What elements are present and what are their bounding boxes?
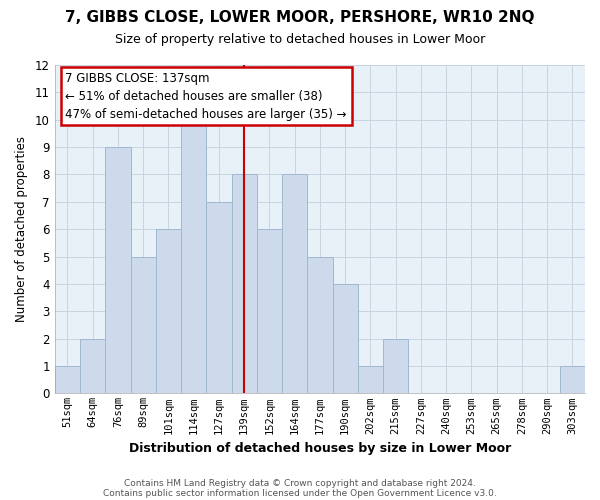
Bar (206, 202, 232, 394)
Bar (307, 256, 332, 394)
Text: Contains public sector information licensed under the Open Government Licence v3: Contains public sector information licen… (103, 488, 497, 498)
Bar (80, 338, 106, 394)
Text: 7, GIBBS CLOSE, LOWER MOOR, PERSHORE, WR10 2NQ: 7, GIBBS CLOSE, LOWER MOOR, PERSHORE, WR… (65, 10, 535, 25)
Bar (358, 366, 383, 394)
Bar (106, 147, 131, 394)
Text: Contains HM Land Registry data © Crown copyright and database right 2024.: Contains HM Land Registry data © Crown c… (124, 478, 476, 488)
Bar (257, 229, 282, 394)
Bar (383, 338, 408, 394)
Bar (560, 366, 585, 394)
X-axis label: Distribution of detached houses by size in Lower Moor: Distribution of detached houses by size … (129, 442, 511, 455)
Text: Size of property relative to detached houses in Lower Moor: Size of property relative to detached ho… (115, 32, 485, 46)
Bar (282, 174, 307, 394)
Bar (55, 366, 80, 394)
Bar (232, 174, 257, 394)
Bar (131, 256, 156, 394)
Text: 7 GIBBS CLOSE: 137sqm
← 51% of detached houses are smaller (38)
47% of semi-deta: 7 GIBBS CLOSE: 137sqm ← 51% of detached … (65, 72, 347, 120)
Y-axis label: Number of detached properties: Number of detached properties (15, 136, 28, 322)
Bar (156, 229, 181, 394)
Bar (332, 284, 358, 394)
Bar (181, 120, 206, 394)
